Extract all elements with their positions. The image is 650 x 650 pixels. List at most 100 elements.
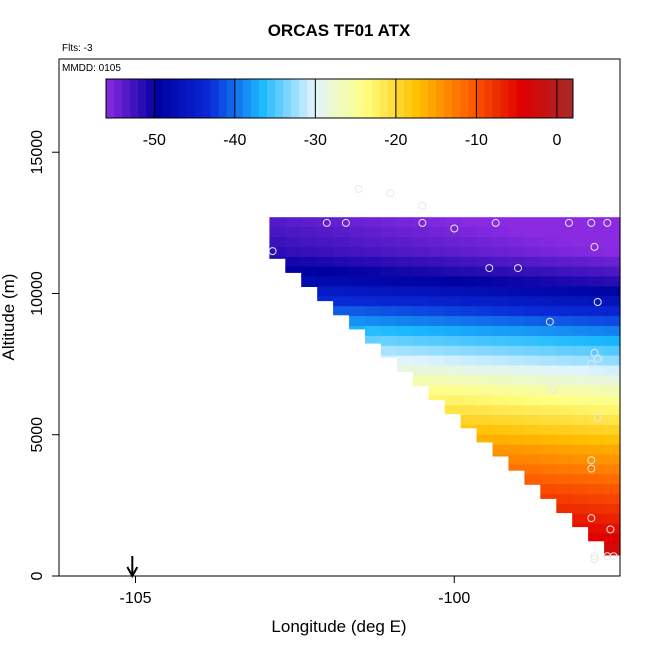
heatmap-cell (460, 256, 478, 268)
heatmap-cell (396, 266, 414, 278)
heatmap-cell (588, 484, 605, 495)
heatmap-cell (365, 306, 382, 317)
colorbar-swatch (532, 79, 542, 118)
heatmap-cell (428, 227, 446, 238)
heatmap-cell (572, 266, 589, 278)
observation-point (514, 264, 522, 273)
heatmap-cell (572, 424, 589, 436)
heatmap-cell (301, 266, 318, 278)
heatmap-cell (604, 365, 621, 376)
heatmap-cell (556, 424, 573, 436)
heatmap-cell (380, 266, 398, 278)
heatmap-cell (508, 405, 525, 416)
heatmap-cell (540, 306, 557, 317)
heatmap-cell (556, 504, 573, 514)
heatmap-cell (572, 355, 589, 367)
heatmap-cell (428, 286, 446, 297)
colorbar-swatch (315, 79, 324, 118)
heatmap-cell (572, 316, 589, 327)
heatmap-cell (508, 444, 525, 456)
heatmap-cell (588, 415, 605, 426)
heatmap-cell (396, 237, 414, 248)
heatmap-cell (588, 266, 605, 278)
observation-point (565, 218, 573, 227)
colorbar-swatch (106, 79, 115, 118)
heatmap-cell (476, 405, 494, 416)
heatmap-cell (460, 266, 478, 278)
heatmap-cell (476, 385, 494, 396)
x-axis: -105 -100 (119, 576, 470, 607)
heatmap-cell (333, 266, 350, 278)
heatmap-cell (317, 266, 334, 278)
heatmap-cell (540, 484, 557, 495)
heatmap-cell (604, 464, 621, 475)
observation-point (593, 413, 602, 422)
heatmap-cell (572, 365, 589, 376)
heatmap-cell (492, 296, 509, 307)
observation-point (418, 201, 427, 210)
heatmap-cell (396, 296, 414, 307)
heatmap-cell (524, 385, 541, 396)
heatmap-cell (588, 326, 605, 337)
colorbar-swatch (267, 79, 276, 118)
heatmap-cell (540, 424, 557, 436)
heatmap-cell (556, 444, 573, 456)
heatmap-cell (604, 444, 621, 456)
heatmap-cell (412, 227, 430, 238)
heatmap-cell (492, 316, 509, 327)
heatmap-cell (572, 494, 589, 505)
colorbar-swatch (323, 79, 332, 118)
heatmap-cell (540, 415, 557, 426)
heatmap-cell (365, 286, 382, 297)
heatmap-cell (556, 355, 573, 367)
heatmap-cell (349, 246, 366, 258)
heatmap-cell (460, 316, 478, 327)
heatmap-cell (380, 217, 398, 228)
heatmap-cell (604, 237, 621, 248)
colorbar-swatch (291, 79, 300, 118)
heatmap-cell (380, 246, 398, 258)
heatmap-cell (269, 227, 286, 238)
heatmap-cell (333, 276, 350, 287)
heatmap-cell (269, 246, 286, 258)
heatmap-cell (365, 335, 382, 344)
observation-point (603, 218, 612, 227)
heatmap-cell (588, 424, 605, 436)
heatmap-cell (380, 345, 398, 357)
heatmap-cell (572, 335, 589, 347)
colorbar-swatch (363, 79, 373, 118)
heatmap-cell (556, 385, 573, 396)
heatmap-cell (540, 474, 557, 485)
heatmap-cell (412, 335, 430, 347)
heatmap-cell (460, 246, 478, 258)
heatmap-cell (556, 286, 573, 297)
heatmap-cell (572, 326, 589, 337)
colorbar-swatch (420, 79, 429, 118)
heatmap-cell (380, 296, 398, 307)
heatmap-cell (476, 266, 494, 278)
heatmap-cell (604, 256, 621, 268)
heatmap-cell (588, 365, 605, 376)
heatmap-cell (269, 237, 286, 248)
heatmap-cell (269, 217, 286, 228)
heatmap-cell (476, 227, 494, 238)
heatmap-cell (508, 464, 525, 471)
heatmap-cell (524, 237, 541, 248)
heatmap-cell (349, 217, 366, 228)
heatmap-cell (508, 385, 525, 396)
observation-point (545, 317, 554, 326)
heatmap-cell (524, 424, 541, 436)
heatmap-cell (333, 306, 350, 316)
heatmap-cell (380, 355, 398, 358)
colorbar-swatch (540, 79, 550, 118)
heatmap-cell (524, 454, 541, 465)
colorbar-swatch (130, 79, 139, 118)
heatmap-cell (588, 286, 605, 297)
heatmap-cell (444, 296, 462, 307)
heatmap-cell (412, 217, 430, 228)
heatmap-cell (460, 345, 478, 357)
chart-title: ORCAS TF01 ATX (268, 21, 411, 40)
colorbar-swatch (138, 79, 147, 118)
heatmap-cell (508, 246, 525, 258)
heatmap-cell (604, 454, 621, 465)
